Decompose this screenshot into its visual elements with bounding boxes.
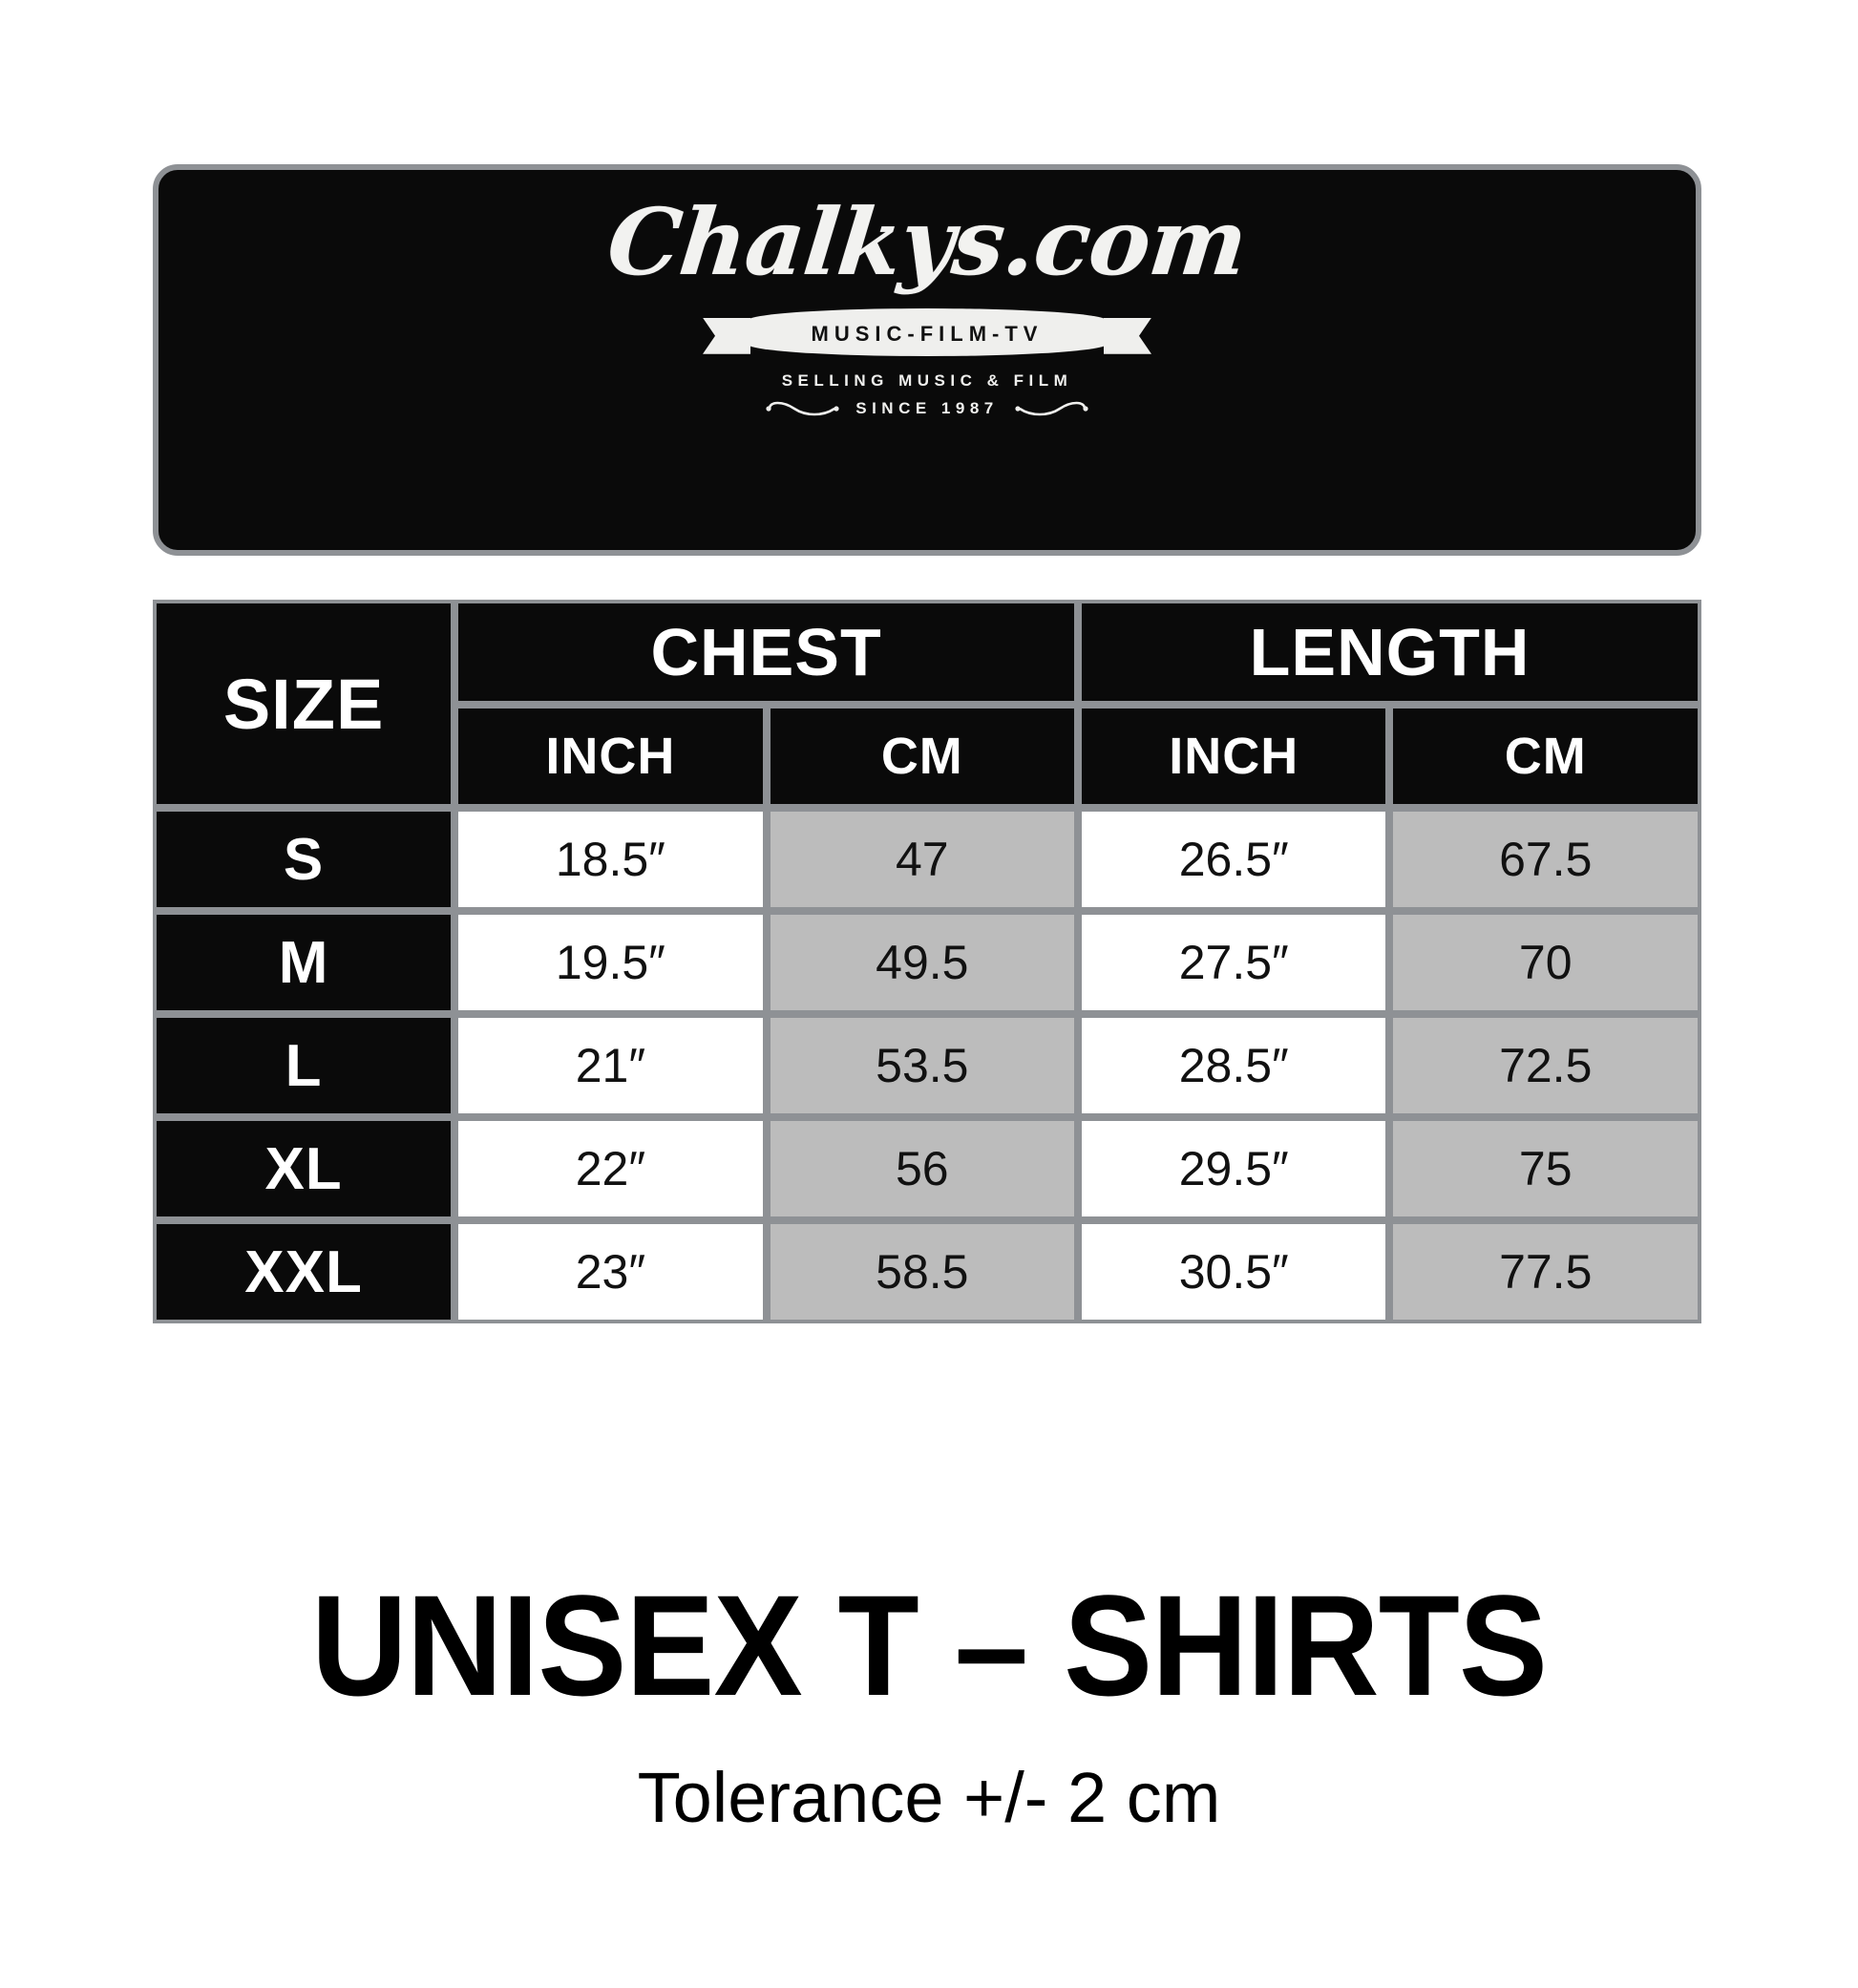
cell-chest-inch: 18.5″ (454, 808, 767, 911)
ribbon-banner: MUSIC-FILM-TV (703, 305, 1151, 364)
header-length-cm: CM (1389, 705, 1701, 808)
cell-length-cm: 70 (1389, 911, 1701, 1014)
header-chest-inch: INCH (454, 705, 767, 808)
brand-wordmark: Chalkys.com (602, 188, 1252, 296)
header-length-inch: INCH (1078, 705, 1390, 808)
flourish-left-icon (766, 396, 840, 421)
cell-length-cm: 75 (1389, 1117, 1701, 1220)
cell-chest-cm: 49.5 (766, 911, 1079, 1014)
header-chest-cm: CM (766, 705, 1079, 808)
table-header-row-units: INCH CM INCH CM (153, 705, 1701, 808)
table-header-row-groups: SIZE CHEST LENGTH (153, 600, 1701, 808)
cell-chest-inch: 23″ (454, 1220, 767, 1323)
footer: UNISEX T – SHIRTS Tolerance +/- 2 cm (0, 1574, 1858, 1838)
tolerance-note: Tolerance +/- 2 cm (637, 1758, 1221, 1837)
since-row: SINCE 1987 (766, 396, 1088, 421)
since-label: SINCE 1987 (855, 398, 999, 417)
brand-tagline: SELLING MUSIC & FILM (781, 370, 1073, 390)
cell-length-cm: 77.5 (1389, 1220, 1701, 1323)
cell-chest-inch: 22″ (454, 1117, 767, 1220)
header-size: SIZE (153, 600, 455, 808)
page-title: UNISEX T – SHIRTS (310, 1565, 1548, 1725)
cell-chest-inch: 19.5″ (454, 911, 767, 1014)
cell-chest-cm: 58.5 (766, 1220, 1079, 1323)
size-chart-table: SIZE CHEST LENGTH INCH CM INCH CM S 18.5… (153, 600, 1701, 1323)
cell-chest-cm: 56 (766, 1117, 1079, 1220)
ribbon-label: MUSIC-FILM-TV (811, 321, 1044, 346)
cell-chest-inch: 21″ (454, 1014, 767, 1117)
cell-length-inch: 29.5″ (1078, 1117, 1390, 1220)
table-row: M 19.5″ 49.5 27.5″ 70 (153, 911, 1701, 1014)
cell-size: L (153, 1014, 455, 1117)
ribbon-tail-right-icon (1104, 317, 1151, 354)
cell-length-inch: 26.5″ (1078, 808, 1390, 911)
header-group-length: LENGTH (1078, 600, 1701, 705)
logo-panel: Chalkys.com MUSIC-FILM-TV SELLING MUSIC … (153, 164, 1701, 556)
table-row: XL 22″ 56 29.5″ 75 (153, 1117, 1701, 1220)
cell-size: XXL (153, 1220, 455, 1323)
cell-length-inch: 28.5″ (1078, 1014, 1390, 1117)
table-row: XXL 23″ 58.5 30.5″ 77.5 (153, 1220, 1701, 1323)
cell-chest-cm: 53.5 (766, 1014, 1079, 1117)
cell-length-cm: 67.5 (1389, 808, 1701, 911)
table-row: S 18.5″ 47 26.5″ 67.5 (153, 808, 1701, 911)
cell-length-cm: 72.5 (1389, 1014, 1701, 1117)
cell-size: M (153, 911, 455, 1014)
table-row: L 21″ 53.5 28.5″ 72.5 (153, 1014, 1701, 1117)
cell-length-inch: 27.5″ (1078, 911, 1390, 1014)
logo-stack: Chalkys.com MUSIC-FILM-TV SELLING MUSIC … (158, 188, 1696, 421)
header-group-chest: CHEST (454, 600, 1079, 705)
flourish-right-icon (1014, 396, 1088, 421)
ribbon-body-icon (747, 307, 1108, 356)
cell-chest-cm: 47 (766, 808, 1079, 911)
cell-size: S (153, 808, 455, 911)
cell-size: XL (153, 1117, 455, 1220)
ribbon-tail-left-icon (703, 317, 750, 354)
cell-length-inch: 30.5″ (1078, 1220, 1390, 1323)
